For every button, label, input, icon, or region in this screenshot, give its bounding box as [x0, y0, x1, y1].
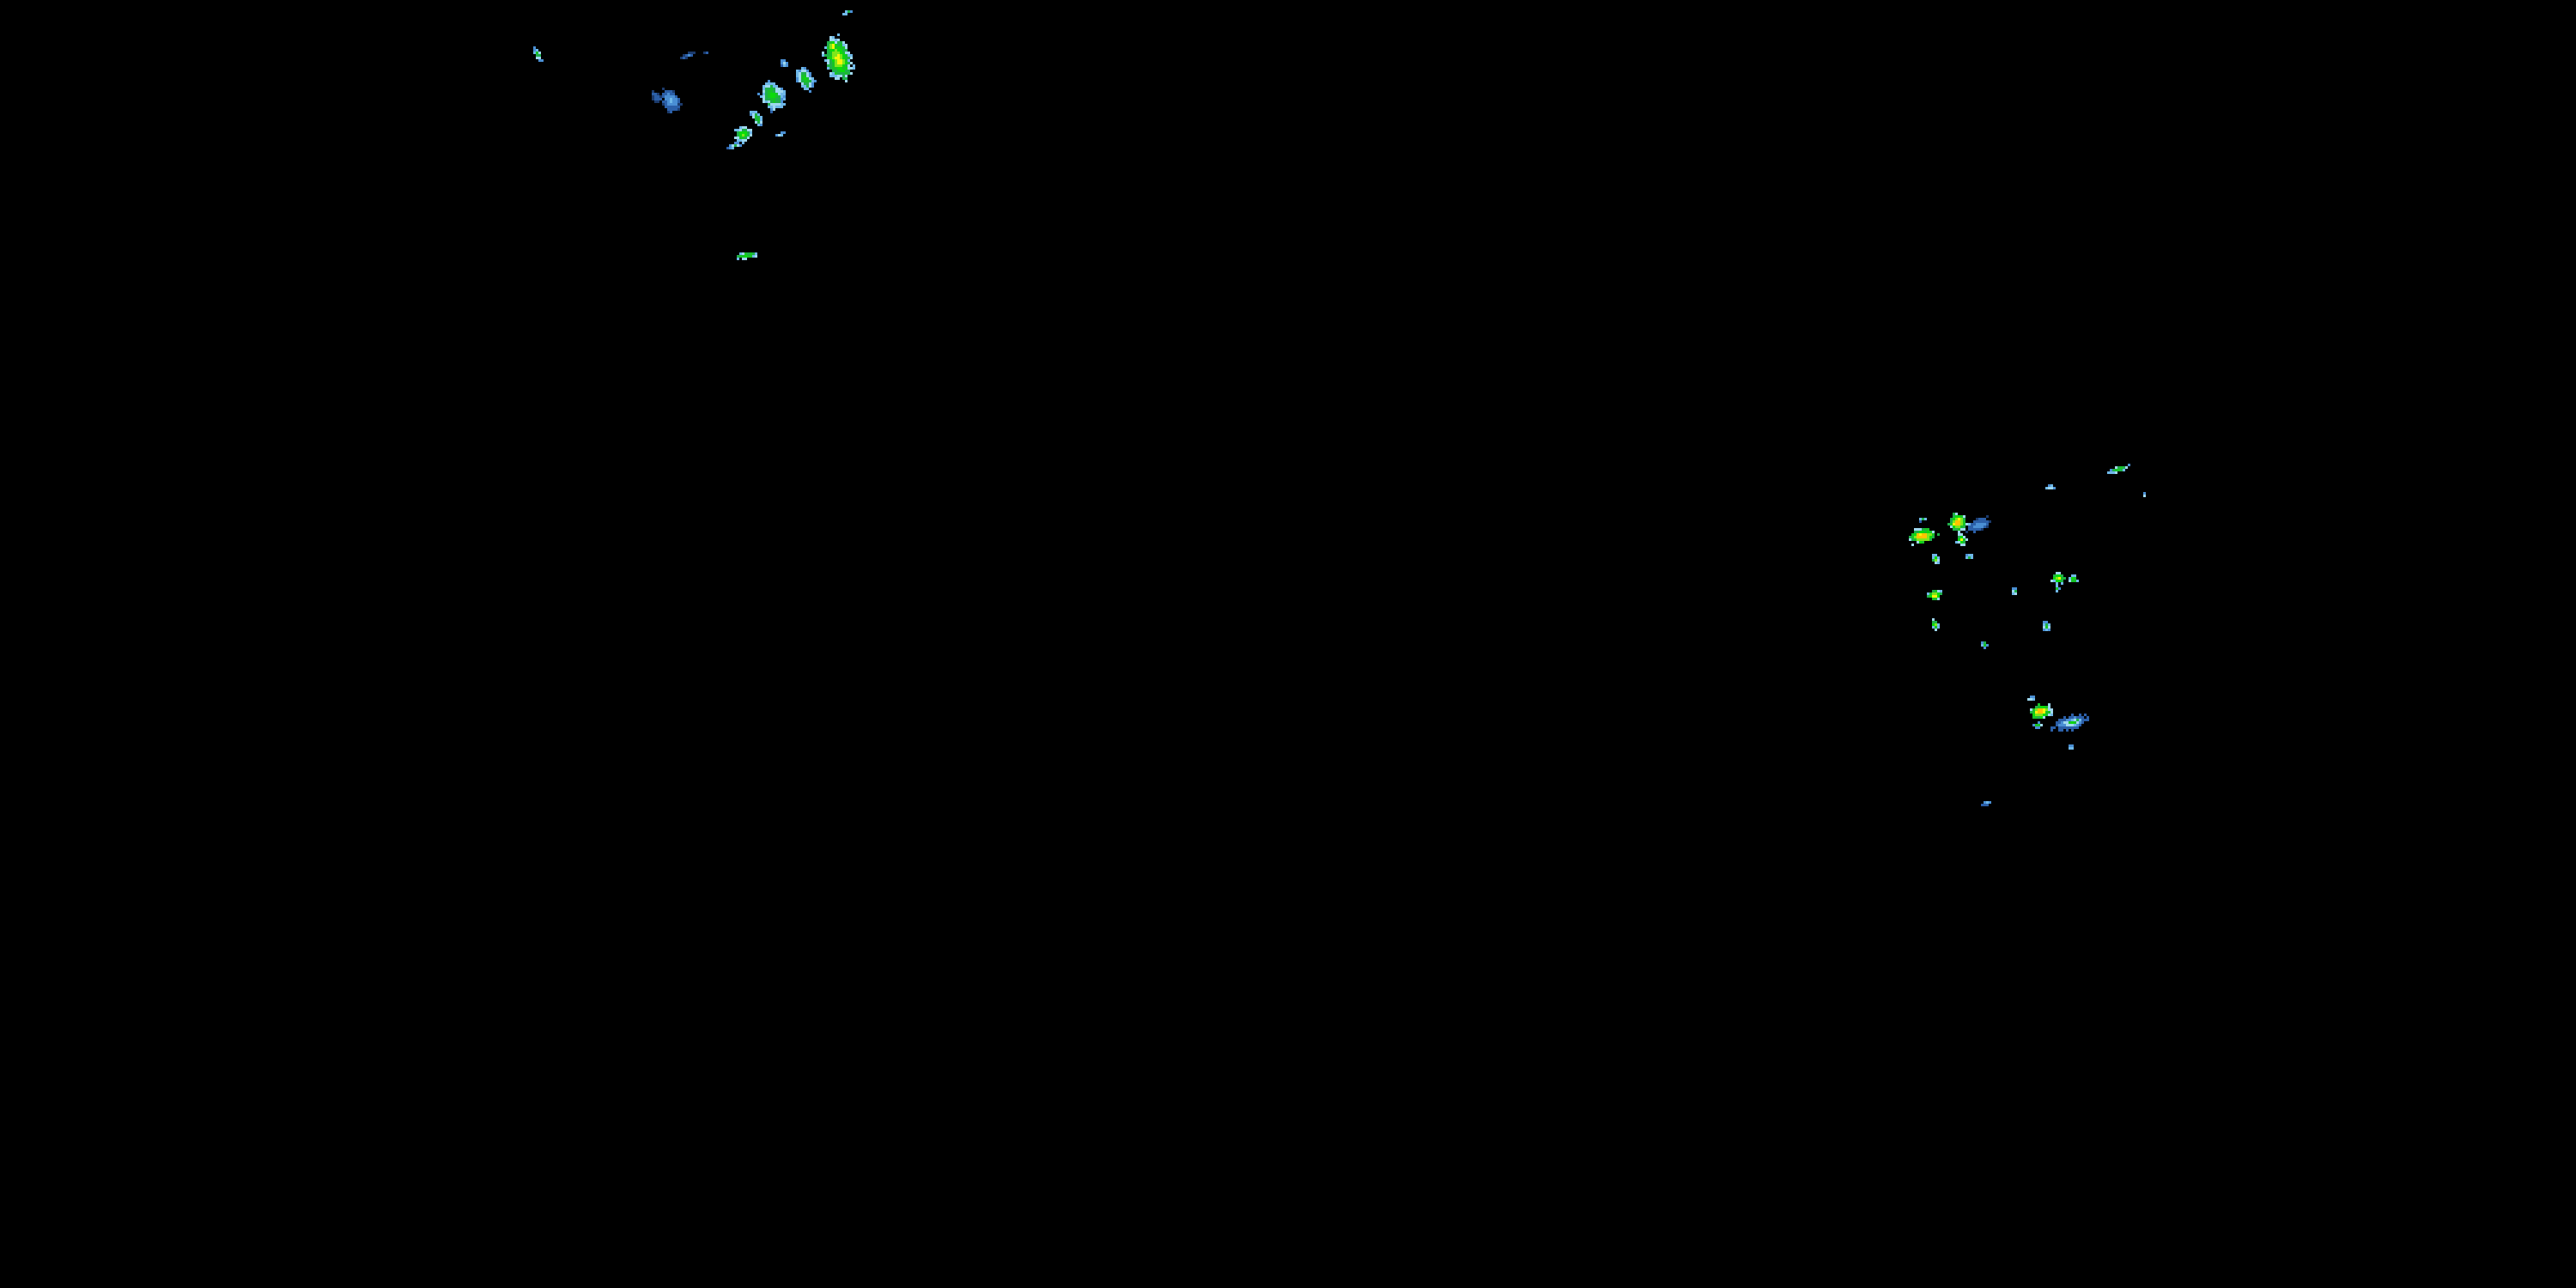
radar-reflectivity-canvas[interactable]	[0, 0, 2576, 1288]
radar-viewport[interactable]: Radar Base Reflectivity Composite dBZ 65	[0, 0, 2576, 1288]
